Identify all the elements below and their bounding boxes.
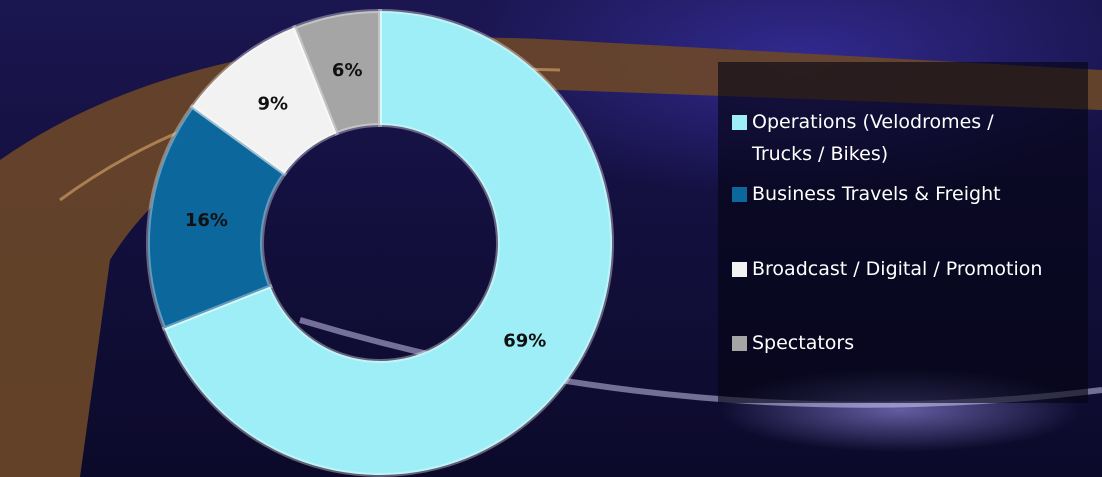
data-label: 16% — [185, 210, 228, 231]
legend-swatch — [732, 336, 747, 351]
legend-label: Spectators — [752, 332, 855, 354]
legend-swatch — [732, 115, 747, 130]
legend-entry: Spectators — [732, 327, 1052, 359]
donut-slice — [161, 8, 614, 477]
legend-entry: Business Travels & Freight — [732, 178, 1052, 210]
legend: Operations (Velodromes / Trucks / Bikes)… — [718, 62, 1088, 403]
legend-entry: Operations (Velodromes / Trucks / Bikes) — [732, 106, 1052, 170]
donut-slice — [189, 24, 340, 177]
legend-swatch — [732, 262, 747, 277]
data-label: 6% — [332, 60, 363, 81]
legend-label: Business Travels & Freight — [752, 183, 1001, 205]
legend-swatch — [732, 187, 747, 202]
donut-slice — [146, 103, 288, 332]
data-label: 69% — [503, 330, 546, 351]
legend-label: Operations (Velodromes / Trucks / Bikes) — [752, 111, 994, 165]
donut-slice — [291, 8, 382, 136]
data-label: 9% — [257, 94, 288, 115]
legend-entry: Broadcast / Digital / Promotion — [732, 253, 1052, 285]
legend-label: Broadcast / Digital / Promotion — [752, 258, 1043, 280]
